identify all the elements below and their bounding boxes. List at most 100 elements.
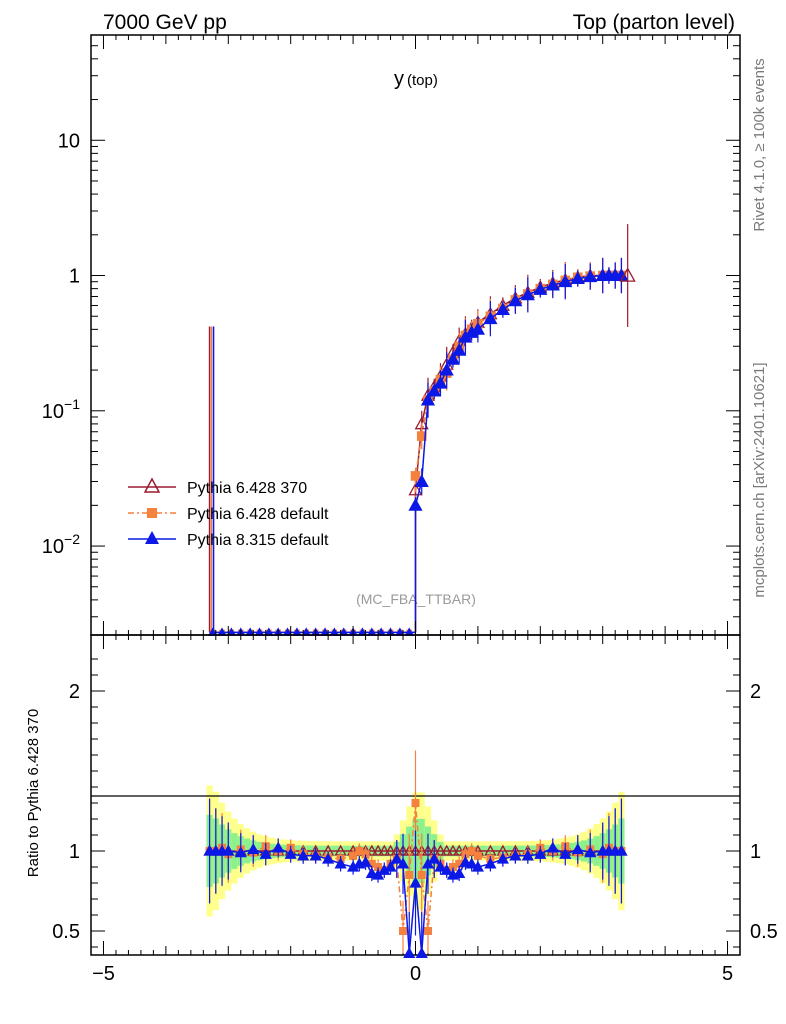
header-left: 7000 GeV pp	[103, 11, 227, 34]
series-line-1	[414, 274, 622, 633]
ratio-point	[384, 844, 397, 856]
ratio-point	[423, 927, 432, 935]
ratio-point	[484, 857, 497, 869]
data-point	[408, 482, 423, 496]
main-y-tick-label: 1	[69, 266, 80, 288]
main-axis-ticks: 10−2 10−1 1 10	[42, 34, 740, 618]
data-point	[470, 322, 486, 335]
x-tick-label: 5	[722, 963, 733, 985]
data-point	[545, 277, 560, 291]
ratio-point	[465, 857, 478, 869]
ratio-point	[309, 849, 322, 861]
ratio-point	[355, 847, 364, 855]
data-point	[439, 362, 454, 376]
data-point	[583, 269, 598, 283]
series-line-3	[414, 274, 622, 633]
ratio-point	[453, 867, 466, 879]
data-point	[533, 282, 548, 295]
ratio-point	[459, 855, 472, 867]
ratio-point	[247, 843, 260, 855]
x-axis-tick-labels: −5 0 5	[92, 963, 733, 985]
ratio-point	[440, 844, 453, 856]
ratio-point	[361, 850, 370, 859]
legend: Pythia 6.428 370 Pythia 6.428 default Py…	[128, 477, 329, 549]
data-point	[495, 302, 510, 316]
ratio-point	[448, 863, 457, 871]
data-point	[483, 311, 498, 325]
ratio-point	[405, 871, 414, 879]
ratio-point	[584, 846, 597, 858]
ratio-point	[417, 871, 426, 879]
ratio-point	[559, 847, 572, 859]
data-point	[452, 342, 467, 356]
plot-title-sub: (top)	[407, 72, 438, 89]
ratio-point	[334, 857, 347, 869]
legend-open-triangle-icon	[143, 477, 161, 493]
main-series-marks	[208, 224, 636, 636]
data-point	[520, 287, 535, 301]
ratio-point	[284, 847, 297, 859]
header-right: Top (parton level)	[573, 11, 735, 34]
ratio-point	[428, 852, 441, 864]
data-point	[427, 383, 442, 397]
ratio-point	[509, 849, 522, 861]
ratio-y-tick-label: 2	[69, 681, 80, 703]
ratio-point	[434, 860, 447, 872]
ratio-point	[378, 844, 391, 856]
ratio-point	[367, 859, 376, 868]
ratio-axis-ticks: 0.5 0.5 1 1 2 2	[52, 35, 778, 955]
data-point	[508, 293, 523, 307]
ratio-point	[571, 843, 584, 855]
ratio-point	[446, 844, 460, 856]
ratio-y-tick-label-right: 0.5	[750, 921, 778, 943]
ratio-point	[259, 847, 272, 859]
ratio-y-tick-label-right: 2	[750, 681, 761, 703]
ratio-point	[615, 844, 628, 856]
main-y-tick-label: 10	[58, 130, 80, 152]
legend-item-pythia-6428-default: Pythia 6.428 default	[128, 506, 329, 523]
ratio-point	[534, 847, 547, 859]
ratio-point	[399, 927, 408, 935]
ratio-point	[234, 846, 247, 858]
ratio-y-tick-label: 0.5	[52, 921, 80, 943]
ratio-panel: 0.5 0.5 1 1 2 2 Ratio to Pythia 6.428 370	[25, 35, 778, 959]
legend-label-3: Pythia 8.315 default	[187, 532, 329, 549]
ratio-point	[473, 851, 482, 860]
legend-item-pythia-6428-370: Pythia 6.428 370	[128, 477, 307, 497]
data-point	[420, 392, 436, 406]
ratio-point	[349, 851, 358, 860]
ratio-point	[461, 850, 470, 859]
main-y-tick-label: 10−2	[42, 531, 80, 558]
ratio-series-marks	[203, 750, 628, 959]
plot-title: y	[394, 68, 404, 90]
ratio-y-label: Ratio to Pythia 6.428 370	[25, 709, 42, 877]
data-point	[445, 352, 461, 365]
ratio-point	[365, 867, 378, 879]
ratio-point	[371, 844, 385, 856]
legend-label-1: Pythia 6.428 370	[187, 480, 307, 497]
data-point	[558, 274, 573, 288]
ratio-point	[409, 876, 422, 888]
ratio-y-tick-label-right: 1	[750, 841, 761, 863]
ratio-point	[390, 852, 403, 864]
data-point	[408, 497, 423, 511]
ratio-point	[496, 852, 509, 864]
ratio-point	[396, 857, 410, 869]
data-point	[570, 271, 585, 284]
ratio-point	[521, 849, 534, 861]
x-tick-label: 0	[410, 963, 421, 985]
legend-item-pythia-8315-default: Pythia 8.315 default	[128, 531, 329, 549]
data-point	[433, 375, 448, 389]
ratio-point	[415, 947, 428, 959]
ratio-point	[272, 841, 285, 853]
ratio-point	[440, 863, 453, 875]
data-point	[410, 471, 421, 481]
data-point	[416, 431, 427, 441]
ratio-point	[374, 863, 383, 871]
legend-filled-triangle-icon	[145, 531, 159, 544]
data-point	[414, 474, 429, 487]
ratio-point	[384, 860, 397, 872]
x-tick-label: −5	[92, 963, 115, 985]
ratio-point	[322, 852, 335, 864]
